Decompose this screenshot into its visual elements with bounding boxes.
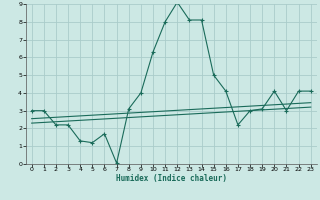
X-axis label: Humidex (Indice chaleur): Humidex (Indice chaleur) [116,174,227,183]
